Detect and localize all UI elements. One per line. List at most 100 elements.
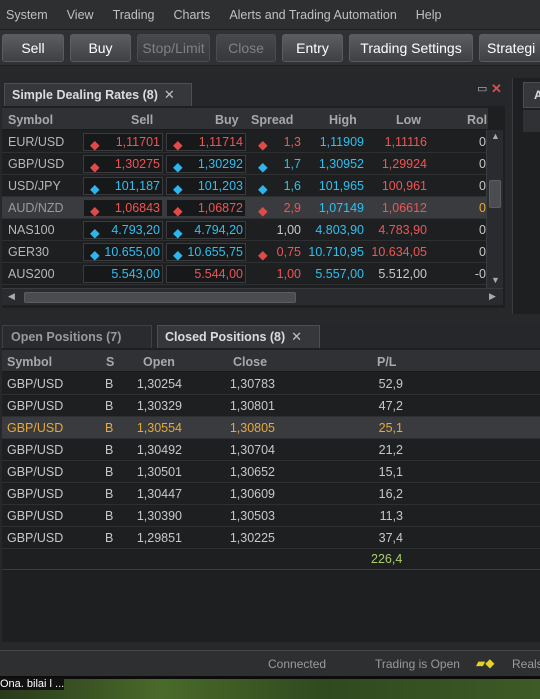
position-symbol: GBP/USD	[7, 443, 64, 457]
rate-spread: 0,75	[276, 245, 301, 259]
sell-rate-cell[interactable]	[83, 221, 163, 239]
rate-sell: 1,11701	[115, 135, 160, 149]
rate-spread: 1,3	[283, 135, 301, 149]
sell-rate-cell[interactable]	[83, 133, 163, 151]
rates-hscroll-thumb[interactable]	[24, 292, 296, 303]
position-open: 1,30447	[136, 487, 182, 501]
col-sell[interactable]: Sell	[131, 113, 154, 127]
menu-system[interactable]: System	[6, 7, 48, 22]
position-side: B	[105, 399, 114, 413]
maximize-icon[interactable]: ▭	[477, 83, 488, 95]
col-close[interactable]: Close	[233, 355, 268, 369]
stop-limit-button[interactable]: Stop/Limit	[137, 33, 210, 62]
position-close: 1,30783	[229, 377, 275, 391]
rate-buy: 1,30292	[197, 157, 243, 171]
position-open: 1,30554	[136, 421, 182, 435]
rate-spread: 2,9	[283, 201, 301, 215]
position-row[interactable]: GBP/USD B 1,30501 1,30652 15,1	[2, 461, 540, 483]
buy-rate-cell[interactable]	[166, 199, 246, 217]
entry-button[interactable]: Entry	[282, 33, 343, 62]
position-close: 1,30801	[229, 399, 275, 413]
rates-hscroll[interactable]: ◀ ▶	[2, 288, 503, 305]
close-tab-icon[interactable]: ✕	[291, 329, 303, 344]
menu-view[interactable]: View	[66, 7, 94, 22]
rates-vscroll[interactable]: ▲ ▼	[486, 130, 503, 288]
col-symbol[interactable]: Symbol	[7, 355, 53, 369]
position-close: 1,30503	[229, 509, 275, 523]
toolbar: Sell Buy Stop/Limit Close Entry Trading …	[0, 30, 540, 66]
col-symbol[interactable]: Symbol	[8, 113, 54, 127]
buy-rate-cell[interactable]	[166, 177, 246, 195]
sell-rate-cell[interactable]	[83, 177, 163, 195]
position-row[interactable]: GBP/USD B 1,30492 1,30704 21,2	[2, 439, 540, 461]
buy-rate-cell[interactable]	[166, 221, 246, 239]
arrow-down-icon: ◆	[258, 248, 268, 262]
sell-rate-cell[interactable]	[83, 243, 163, 261]
col-spread[interactable]: Spread	[251, 113, 294, 127]
rate-buy: 101,203	[197, 179, 243, 193]
menu-alerts[interactable]: Alerts and Trading Automation	[229, 7, 397, 22]
col-buy[interactable]: Buy	[215, 113, 239, 127]
rate-buy: 4.794,20	[194, 223, 243, 237]
menu-help[interactable]: Help	[415, 7, 442, 22]
tab-open-positions[interactable]: Open Positions (7)	[2, 325, 152, 348]
positions-grid	[2, 348, 540, 642]
right-panel-tab[interactable]: A	[523, 82, 540, 108]
close-panel-icon[interactable]: ✕	[491, 81, 502, 96]
scroll-up-icon[interactable]: ▲	[491, 131, 500, 141]
position-row[interactable]: GBP/USD B 1,30447 1,30609 16,2	[2, 483, 540, 505]
rate-row[interactable]: AUD/NZD ◆ 1,06843 ◆ 1,06872 ◆ 2,9 1,07149 1,0661…	[2, 197, 486, 219]
col-rol[interactable]: Rol	[467, 113, 488, 127]
arrow-up-icon: ◆	[173, 182, 183, 196]
rate-row[interactable]: EUR/USD ◆ 1,11701 ◆ 1,11714 ◆ 1,3 1,11909 1,1111…	[2, 131, 486, 153]
sell-rate-cell[interactable]	[83, 199, 163, 217]
rate-row[interactable]: AUS200 5.543,00 5.544,00 1,00 5.557,00 5.512,…	[2, 263, 486, 285]
position-row[interactable]: GBP/USD B 1,30390 1,30503 11,3	[2, 505, 540, 527]
close-tab-icon[interactable]: ✕	[163, 87, 175, 102]
position-open: 1,30390	[136, 509, 182, 523]
scroll-left-icon[interactable]: ◀	[8, 291, 15, 301]
sell-rate-cell[interactable]	[83, 155, 163, 173]
col-high[interactable]: High	[329, 113, 357, 127]
position-row[interactable]: GBP/USD B 1,30329 1,30801 47,2	[2, 395, 540, 417]
trading-settings-button[interactable]: Trading Settings	[349, 33, 473, 62]
buy-rate-cell[interactable]	[166, 243, 246, 261]
rate-high: 1,11909	[319, 135, 364, 149]
rate-low: 100,961	[381, 179, 427, 193]
strategies-button[interactable]: Strategi	[479, 33, 540, 62]
arrow-down-icon: ◆	[173, 204, 183, 218]
col-low[interactable]: Low	[396, 113, 421, 127]
close-button[interactable]: Close	[216, 33, 276, 62]
sell-rate-cell[interactable]	[83, 265, 163, 283]
position-pl: 15,1	[378, 465, 403, 479]
tab-simple-dealing-rates[interactable]: Simple Dealing Rates (8) ✕	[4, 83, 192, 106]
rate-row[interactable]: NAS100 ◆ 4.793,20 ◆ 4.794,20 1,00 4.803,90 4.78…	[2, 219, 486, 241]
col-open[interactable]: Open	[143, 355, 175, 369]
scroll-right-icon[interactable]: ▶	[489, 291, 496, 301]
col-pl[interactable]: P/L	[377, 355, 397, 369]
buy-button[interactable]: Buy	[70, 33, 131, 62]
positions-tabstrip: Open Positions (7) Closed Positions (8) …	[2, 322, 540, 348]
sell-button[interactable]: Sell	[2, 33, 64, 62]
position-row[interactable]: GBP/USD B 1,30554 1,30805 25,1	[2, 417, 540, 439]
rate-row[interactable]: GBP/USD ◆ 1,30275 ◆ 1,30292 ◆ 1,7 1,30952 1,2992…	[2, 153, 486, 175]
position-row[interactable]: GBP/USD B 1,30254 1,30783 52,9	[2, 373, 540, 395]
rate-sell: 5.543,00	[111, 267, 160, 281]
rates-vscroll-thumb[interactable]	[489, 180, 501, 208]
rate-row[interactable]: GER30 ◆ 10.655,00 ◆ 10.655,75 ◆ 0,75 10.710,95 1…	[2, 241, 486, 263]
rate-row[interactable]: USD/JPY ◆ 101,187 ◆ 101,203 ◆ 1,6 101,965 100,96…	[2, 175, 486, 197]
position-row[interactable]: GBP/USD B 1,29851 1,30225 37,4	[2, 527, 540, 549]
buy-rate-cell[interactable]	[166, 265, 246, 283]
menu-charts[interactable]: Charts	[173, 7, 211, 22]
connection-status: Connected	[268, 657, 327, 671]
buy-rate-cell[interactable]	[166, 133, 246, 151]
buy-rate-cell[interactable]	[166, 155, 246, 173]
position-open: 1,30254	[136, 377, 182, 391]
connection-plug-icon: ▰◆	[476, 656, 495, 670]
scroll-down-icon[interactable]: ▼	[491, 275, 500, 285]
tab-closed-positions[interactable]: Closed Positions (8) ✕	[157, 325, 320, 348]
rate-rol: -0	[474, 267, 486, 281]
menu-trading[interactable]: Trading	[112, 7, 155, 22]
col-side[interactable]: S	[106, 355, 115, 369]
position-pl: 21,2	[378, 443, 403, 457]
